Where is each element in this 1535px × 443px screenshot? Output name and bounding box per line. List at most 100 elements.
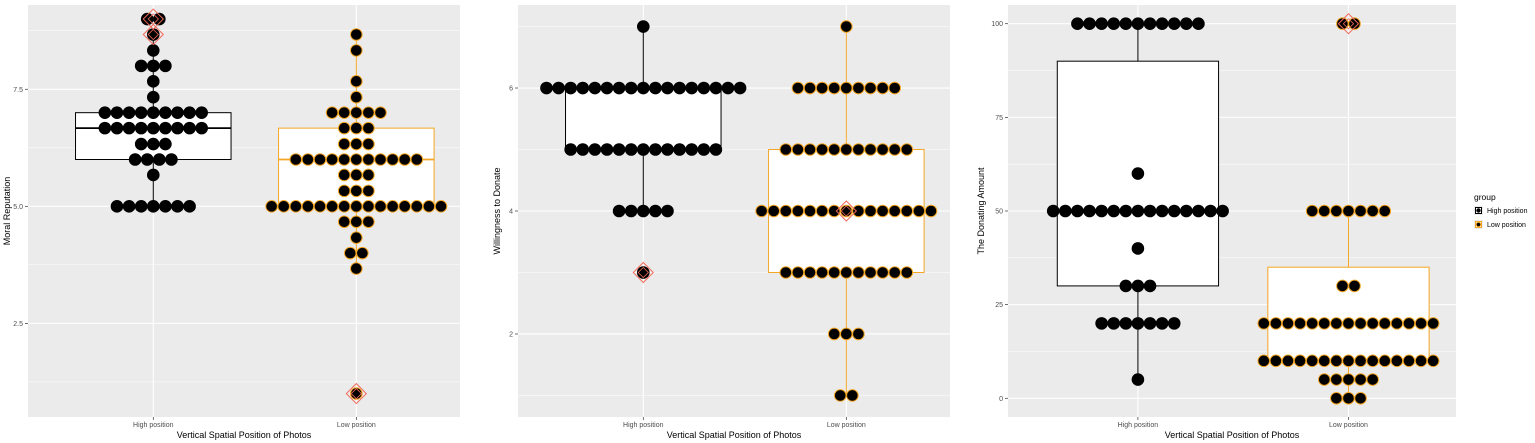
- data-point: [146, 200, 160, 213]
- y-tick-label: 75: [995, 115, 1003, 122]
- data-point: [1426, 354, 1440, 368]
- data-point: [140, 153, 154, 166]
- data-point: [661, 81, 674, 95]
- data-point: [153, 12, 166, 26]
- data-point: [128, 153, 142, 166]
- data-point: [576, 143, 590, 156]
- data-point: [661, 143, 674, 156]
- data-point: [1342, 204, 1355, 218]
- data-point: [398, 153, 412, 166]
- data-point: [1216, 204, 1229, 218]
- data-point: [912, 204, 926, 218]
- data-point: [1402, 354, 1416, 368]
- y-tick-label: 0: [999, 396, 1003, 403]
- data-point: [171, 106, 184, 119]
- data-point: [146, 90, 160, 104]
- mean-diamond-inner: [840, 205, 852, 217]
- data-point: [815, 143, 829, 156]
- data-point: [1390, 354, 1404, 368]
- data-point: [767, 204, 781, 218]
- data-point: [852, 143, 865, 156]
- data-point: [1143, 317, 1157, 330]
- data-point: [1131, 373, 1145, 386]
- data-point: [1378, 354, 1392, 368]
- data-point: [337, 215, 351, 229]
- data-point: [588, 143, 602, 156]
- data-point: [1281, 354, 1295, 368]
- data-point: [146, 106, 160, 119]
- data-point: [183, 121, 196, 135]
- data-point: [600, 81, 614, 95]
- data-point: [350, 200, 363, 213]
- x-tick-label: Low position: [337, 422, 376, 429]
- data-point: [1342, 373, 1355, 386]
- data-point: [827, 204, 841, 218]
- data-point: [1131, 204, 1145, 218]
- data-point: [350, 184, 363, 198]
- data-point: [1366, 204, 1379, 218]
- data-point: [1317, 354, 1331, 368]
- data-point: [1354, 354, 1367, 368]
- data-point: [325, 106, 339, 119]
- data-point: [134, 200, 148, 213]
- data-point: [146, 121, 160, 135]
- data-point: [600, 143, 614, 156]
- data-point: [1336, 17, 1349, 31]
- data-point: [1305, 354, 1319, 368]
- data-point: [1354, 204, 1367, 218]
- data-point: [1269, 354, 1283, 368]
- mean-diamond: [142, 23, 164, 46]
- y-tick-label: 2.5: [13, 321, 23, 328]
- data-point: [153, 153, 166, 166]
- data-point: [362, 200, 375, 213]
- data-point: [852, 327, 865, 341]
- data-point: [350, 90, 363, 104]
- data-point: [1119, 17, 1133, 31]
- data-point: [1366, 373, 1379, 386]
- data-point: [350, 231, 363, 244]
- data-point: [165, 153, 178, 166]
- data-point: [864, 81, 877, 95]
- mean-diamond-inner: [147, 28, 159, 41]
- data-point: [876, 143, 889, 156]
- data-point: [1071, 17, 1084, 31]
- data-point: [1059, 204, 1072, 218]
- data-point: [362, 106, 375, 119]
- data-point: [803, 204, 817, 218]
- data-point: [362, 184, 375, 198]
- data-point: [624, 143, 638, 156]
- data-point: [1293, 317, 1307, 330]
- x-tick-label: High position: [623, 422, 664, 429]
- data-point: [350, 106, 363, 119]
- data-point: [98, 121, 112, 135]
- data-point: [134, 137, 148, 151]
- data-point: [183, 200, 196, 213]
- data-point: [1354, 373, 1367, 386]
- data-point: [410, 153, 424, 166]
- data-point: [864, 204, 877, 218]
- data-point: [313, 153, 327, 166]
- data-point: [1342, 354, 1355, 368]
- data-point: [1119, 204, 1133, 218]
- data-point: [1167, 204, 1181, 218]
- data-point: [624, 81, 638, 95]
- data-point: [362, 121, 375, 135]
- data-point: [1131, 279, 1145, 293]
- data-point: [624, 204, 638, 218]
- data-point: [1257, 354, 1271, 368]
- data-point: [1269, 317, 1283, 330]
- data-point: [422, 200, 436, 213]
- data-point: [146, 44, 160, 57]
- data-point: [755, 204, 768, 218]
- data-point: [146, 28, 160, 41]
- data-point: [289, 200, 303, 213]
- plot-background: [28, 5, 460, 417]
- data-point: [900, 143, 914, 156]
- data-point: [876, 81, 889, 95]
- data-point: [159, 137, 172, 151]
- data-point: [1119, 317, 1133, 330]
- y-tick-label: 5.0: [13, 204, 23, 211]
- data-point: [140, 12, 154, 26]
- data-point: [791, 204, 805, 218]
- data-point: [1305, 204, 1319, 218]
